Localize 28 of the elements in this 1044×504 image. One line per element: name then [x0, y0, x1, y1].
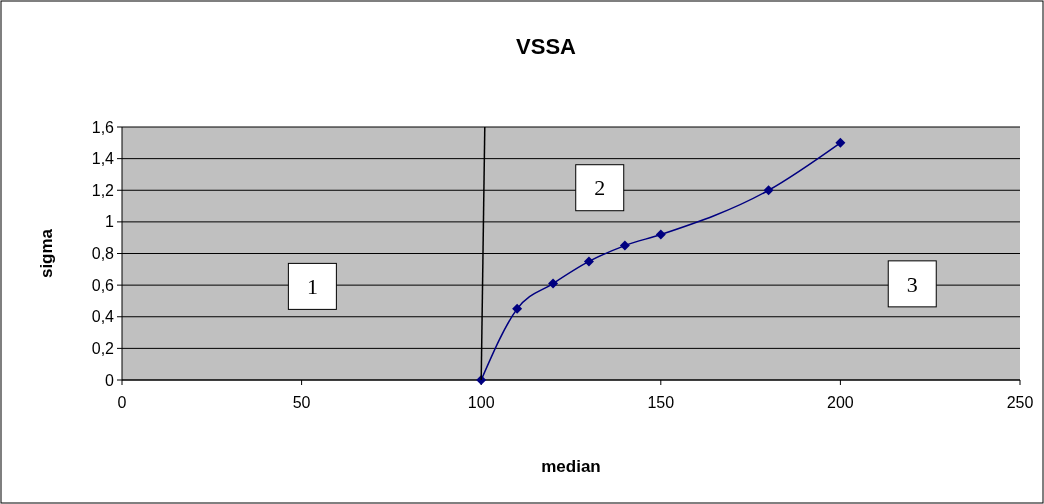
- x-tick-label: 0: [117, 394, 127, 411]
- x-tick-label: 50: [292, 394, 311, 411]
- x-tick-label: 150: [647, 394, 675, 411]
- point: [548, 278, 559, 289]
- y-tick-label: 0,6: [91, 276, 115, 294]
- y-tick-label: 0: [105, 371, 115, 389]
- annotation: 1: [306, 274, 318, 300]
- x-tick-label: 200: [827, 394, 854, 411]
- y-tick-label: 1,4: [91, 150, 115, 168]
- y-tick-label: 1,2: [91, 181, 115, 199]
- x-axis-title: median: [541, 457, 601, 476]
- point: [512, 303, 523, 314]
- point: [835, 137, 846, 148]
- point: [583, 256, 594, 267]
- y-tick-label: 0,2: [91, 339, 115, 357]
- y-tick-label: 1: [105, 213, 115, 231]
- chart-title: VSSA: [516, 34, 577, 59]
- y-tick-label: 0,4: [91, 308, 115, 326]
- y-tick-label: 1,6: [91, 118, 115, 136]
- point: [619, 240, 630, 251]
- point: [763, 185, 774, 196]
- y-tick-label: 0,8: [91, 245, 115, 263]
- y-axis-title: sigma: [37, 228, 56, 279]
- annotation: 3: [906, 271, 918, 297]
- point: [655, 229, 666, 240]
- x-tick-label: 100: [467, 394, 495, 411]
- x-tick-label: 250: [1006, 394, 1034, 411]
- annotation: 2: [594, 175, 606, 201]
